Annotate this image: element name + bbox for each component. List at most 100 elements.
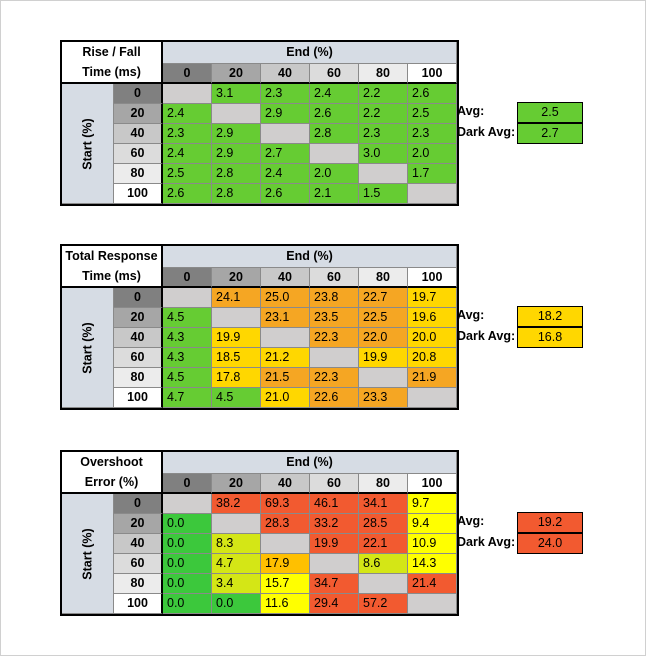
- diagonal-cell: [212, 514, 261, 534]
- column-tick-label: 80: [359, 64, 408, 84]
- table-title: Overshoot Error (%): [62, 452, 163, 494]
- data-cell: 0.0: [212, 594, 261, 614]
- response-table: Total Response Time (ms) End (%) 0 20 40 60 80 1…: [60, 244, 459, 410]
- row-tick-label: 80: [114, 368, 163, 388]
- diagonal-cell: [408, 184, 457, 204]
- data-cell: 2.2: [359, 84, 408, 104]
- data-cell: 2.4: [163, 104, 212, 124]
- data-cell: 2.0: [408, 144, 457, 164]
- row-tick-label: 20: [114, 308, 163, 328]
- data-cell: 19.7: [408, 288, 457, 308]
- row-axis-label-text: Start (%): [80, 321, 94, 374]
- data-cell: 0.0: [163, 594, 212, 614]
- column-tick-label: 100: [408, 268, 457, 288]
- average-value: 19.2: [517, 512, 583, 533]
- data-cell: 2.7: [261, 144, 310, 164]
- row-tick-label: 100: [114, 184, 163, 204]
- row-axis-label-text: Start (%): [80, 117, 94, 170]
- data-cell: 29.4: [310, 594, 359, 614]
- diagonal-cell: [163, 494, 212, 514]
- data-cell: 22.0: [359, 328, 408, 348]
- data-cell: 2.2: [359, 104, 408, 124]
- data-cell: 2.8: [212, 164, 261, 184]
- row-axis-label: Start (%): [62, 494, 114, 614]
- data-cell: 20.0: [408, 328, 457, 348]
- data-cell: 19.9: [359, 348, 408, 368]
- data-cell: 25.0: [261, 288, 310, 308]
- dark-average-label: Dark Avg:: [457, 535, 516, 549]
- diagonal-cell: [310, 348, 359, 368]
- data-cell: 21.2: [261, 348, 310, 368]
- diagonal-cell: [163, 288, 212, 308]
- data-cell: 4.3: [163, 328, 212, 348]
- row-axis-label: Start (%): [62, 84, 114, 204]
- data-cell: 4.7: [212, 554, 261, 574]
- data-cell: 23.1: [261, 308, 310, 328]
- data-cell: 17.8: [212, 368, 261, 388]
- column-tick-label: 0: [163, 474, 212, 494]
- data-cell: 23.3: [359, 388, 408, 408]
- data-cell: 2.6: [408, 84, 457, 104]
- data-cell: 23.5: [310, 308, 359, 328]
- row-tick-label: 0: [114, 494, 163, 514]
- data-cell: 15.7: [261, 574, 310, 594]
- data-cell: 11.6: [261, 594, 310, 614]
- table-title-line: Rise / Fall: [82, 45, 141, 59]
- dark-average-value: 2.7: [517, 123, 583, 144]
- column-tick-label: 40: [261, 64, 310, 84]
- data-cell: 4.5: [163, 368, 212, 388]
- diagonal-cell: [359, 574, 408, 594]
- average-value: 18.2: [517, 306, 583, 327]
- diagonal-cell: [310, 144, 359, 164]
- table-title-line: Time (ms): [82, 65, 141, 79]
- data-cell: 2.0: [310, 164, 359, 184]
- diagonal-cell: [359, 368, 408, 388]
- row-tick-label: 80: [114, 164, 163, 184]
- data-cell: 20.8: [408, 348, 457, 368]
- row-tick-label: 80: [114, 574, 163, 594]
- averages-panel: Avg: 19.2 Dark Avg: 24.0: [457, 512, 587, 556]
- data-cell: 2.3: [408, 124, 457, 144]
- data-cell: 23.8: [310, 288, 359, 308]
- data-cell: 0.0: [163, 534, 212, 554]
- diagonal-cell: [261, 124, 310, 144]
- data-cell: 2.9: [212, 144, 261, 164]
- data-cell: 2.4: [163, 144, 212, 164]
- data-cell: 3.0: [359, 144, 408, 164]
- data-cell: 2.4: [310, 84, 359, 104]
- diagonal-cell: [310, 554, 359, 574]
- average-label: Avg:: [457, 104, 485, 118]
- data-cell: 21.5: [261, 368, 310, 388]
- row-tick-label: 20: [114, 104, 163, 124]
- column-axis-label: End (%): [163, 42, 457, 64]
- column-tick-label: 100: [408, 64, 457, 84]
- table-title-line: Time (ms): [82, 269, 141, 283]
- data-cell: 8.3: [212, 534, 261, 554]
- row-tick-label: 60: [114, 348, 163, 368]
- data-cell: 2.9: [261, 104, 310, 124]
- column-tick-label: 80: [359, 268, 408, 288]
- data-cell: 34.1: [359, 494, 408, 514]
- data-cell: 17.9: [261, 554, 310, 574]
- data-cell: 3.4: [212, 574, 261, 594]
- data-cell: 2.1: [310, 184, 359, 204]
- average-value: 2.5: [517, 102, 583, 123]
- data-cell: 2.4: [261, 164, 310, 184]
- data-cell: 2.6: [310, 104, 359, 124]
- average-label: Avg:: [457, 308, 485, 322]
- diagonal-cell: [212, 308, 261, 328]
- data-cell: 22.1: [359, 534, 408, 554]
- column-axis-label: End (%): [163, 452, 457, 474]
- data-cell: 24.1: [212, 288, 261, 308]
- data-cell: 69.3: [261, 494, 310, 514]
- data-cell: 0.0: [163, 514, 212, 534]
- column-tick-label: 60: [310, 268, 359, 288]
- data-cell: 8.6: [359, 554, 408, 574]
- data-cell: 2.5: [163, 164, 212, 184]
- row-tick-label: 40: [114, 124, 163, 144]
- data-cell: 22.3: [310, 328, 359, 348]
- table-title: Total Response Time (ms): [62, 246, 163, 288]
- column-tick-label: 20: [212, 64, 261, 84]
- dark-average-value: 24.0: [517, 533, 583, 554]
- data-cell: 1.5: [359, 184, 408, 204]
